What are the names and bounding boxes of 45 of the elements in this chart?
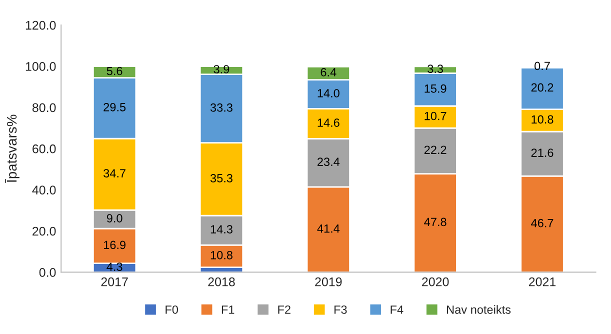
data-label: 16.9 bbox=[104, 240, 126, 250]
data-label: 41.4 bbox=[317, 224, 340, 233]
data-label: 14.6 bbox=[318, 118, 340, 127]
data-label: 46.7 bbox=[531, 218, 554, 228]
legend-label: F2 bbox=[278, 305, 290, 314]
y-tick-label: 20.0 bbox=[32, 226, 56, 236]
data-label: 15.9 bbox=[424, 84, 446, 93]
data-label: 33.3 bbox=[210, 103, 232, 112]
data-label: 23.4 bbox=[318, 158, 340, 166]
data-label: 9.0 bbox=[106, 214, 122, 222]
legend-label: F4 bbox=[390, 306, 404, 314]
x-tick-label: 2021 bbox=[528, 277, 556, 286]
data-label: 22.2 bbox=[424, 146, 446, 154]
y-tick-label: 0.0 bbox=[39, 268, 56, 277]
data-label: 10.7 bbox=[424, 112, 446, 120]
x-tick-label: 2017 bbox=[101, 277, 128, 286]
y-tick-label: 40.0 bbox=[32, 186, 56, 194]
y-axis-title: Īpatsvars% bbox=[5, 114, 20, 183]
data-label: 6.4 bbox=[320, 68, 336, 76]
data-label: 14.3 bbox=[210, 225, 232, 234]
data-label: 10.8 bbox=[532, 115, 554, 124]
data-label: 10.8 bbox=[210, 250, 232, 260]
legend-label: Nav noteikts bbox=[447, 305, 511, 314]
data-label: 20.2 bbox=[531, 83, 554, 92]
data-label: 14.0 bbox=[318, 89, 340, 98]
data-label: 35.3 bbox=[210, 174, 232, 182]
y-tick-label: 60.0 bbox=[32, 144, 56, 154]
x-tick-label: 2020 bbox=[422, 277, 449, 286]
x-tick-label: 2018 bbox=[208, 277, 235, 286]
legend-label: F3 bbox=[334, 305, 347, 314]
y-tick-label: 100.0 bbox=[26, 62, 56, 71]
data-label: 4.3 bbox=[106, 262, 122, 271]
x-tick-label: 2019 bbox=[315, 277, 342, 286]
data-label: 47.8 bbox=[424, 218, 446, 226]
data-label: 0.7 bbox=[534, 62, 550, 70]
legend-label: F0 bbox=[166, 305, 178, 314]
data-label: 21.6 bbox=[531, 148, 554, 157]
data-label: 5.6 bbox=[106, 66, 122, 76]
y-tick-label: 80.0 bbox=[32, 103, 56, 112]
data-label: 3.9 bbox=[214, 65, 230, 74]
legend-label: F1 bbox=[222, 306, 234, 314]
data-label: 29.5 bbox=[104, 102, 126, 112]
data-label: 34.7 bbox=[104, 169, 126, 178]
data-label: 3.3 bbox=[428, 64, 444, 74]
y-tick-label: 120.0 bbox=[26, 20, 56, 30]
